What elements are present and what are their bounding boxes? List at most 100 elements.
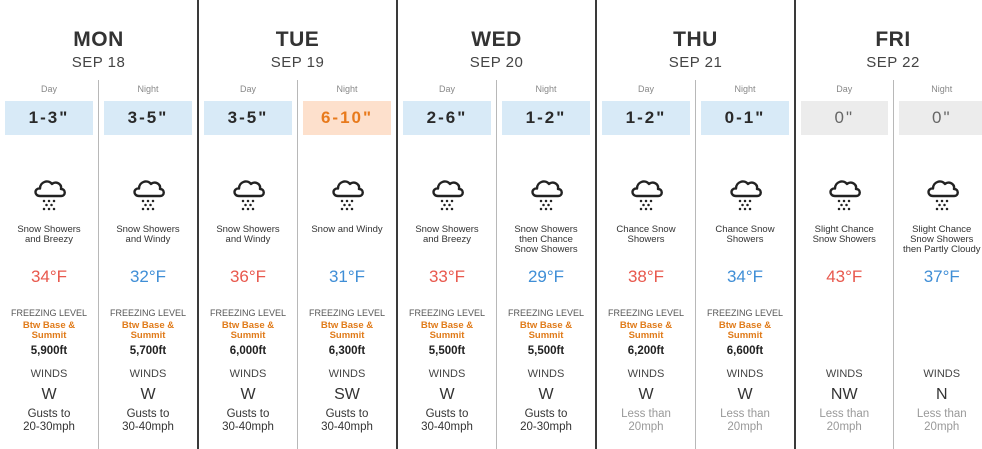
wind-direction: W xyxy=(737,386,753,403)
snow-cloud-icon xyxy=(398,174,496,216)
wind-gusts: Gusts to 30-40mph xyxy=(398,408,496,434)
weather-description-line: and Breezy xyxy=(422,234,472,245)
period-label: Day xyxy=(836,84,853,94)
wind-gusts-line: 20mph xyxy=(727,421,763,433)
wind-gusts-line: 20mph xyxy=(826,421,862,433)
day-date: SEP 21 xyxy=(668,54,723,71)
wind-gusts: Less than 20mph xyxy=(696,408,794,434)
wind-gusts-line: Less than xyxy=(720,408,770,420)
weather-description-line: Chance Snow xyxy=(616,224,676,235)
period-label: Night xyxy=(137,84,159,94)
weather-description-line: Snow Showers xyxy=(910,234,974,245)
day-name: FRI xyxy=(875,28,911,51)
weather-description-line: then Chance xyxy=(519,234,573,245)
wind-gusts: Gusts to 20-30mph xyxy=(0,408,98,434)
freezing-level-height: 5,500ft xyxy=(527,345,565,357)
wind-gusts: Gusts to 30-40mph xyxy=(199,408,297,434)
period-label: Day xyxy=(40,84,57,94)
freezing-level-value-line: Summit xyxy=(429,330,465,341)
wind-gusts: Gusts to 30-40mph xyxy=(99,408,197,434)
weather-description-line: Snow Showers xyxy=(415,224,479,235)
snow-cloud-icon xyxy=(696,174,794,216)
weather-description: Snow and Windy xyxy=(298,225,396,235)
freezing-level-value-line: Btw Base & xyxy=(22,320,76,331)
snow-cloud-icon xyxy=(0,174,98,216)
wind-gusts-line: Less than xyxy=(916,408,967,420)
day-name: MON xyxy=(73,28,124,51)
weather-description-line: Snow Showers xyxy=(514,244,578,255)
wind-gusts: Less than 20mph xyxy=(597,408,695,434)
freezing-level-value: Btw Base & Summit xyxy=(597,321,695,341)
weather-description-line: Showers xyxy=(627,234,665,245)
snowfall-amount: 3-5" xyxy=(204,101,292,135)
wind-gusts-line: 20-30mph xyxy=(520,421,572,433)
wind-gusts-line: Gusts to xyxy=(226,408,270,420)
wind-direction: W xyxy=(240,386,256,403)
day-column: TUE SEP 19 Day 3-5" Snow Showers and Windy 36°… xyxy=(197,0,396,449)
winds-label: WINDS xyxy=(428,368,466,380)
wind-direction: W xyxy=(140,386,156,403)
winds-label: WINDS xyxy=(726,368,764,380)
period-columns: Day 1-3" Snow Showers and Breezy 34°F FREEZIN… xyxy=(0,80,197,449)
freezing-level-value-line: Btw Base & xyxy=(718,320,772,331)
temperature: 32°F xyxy=(129,267,167,286)
freezing-level-height: 5,700ft xyxy=(129,345,167,357)
freezing-level-label: FREEZING LEVEL xyxy=(308,308,386,318)
freezing-level-value: Btw Base & Summit xyxy=(0,321,98,341)
freezing-level-label: FREEZING LEVEL xyxy=(408,308,486,318)
snow-cloud-icon xyxy=(597,174,695,216)
temperature: 34°F xyxy=(30,267,68,286)
day-column: FRI SEP 22 Day 0" Slight Chance Snow Showers 4… xyxy=(794,0,982,449)
wind-gusts-line: 30-40mph xyxy=(421,421,473,433)
temperature: 29°F xyxy=(527,267,565,286)
winds-label: WINDS xyxy=(129,368,167,380)
wind-gusts-line: Less than xyxy=(621,408,671,420)
weather-description: Snow Showers and Breezy xyxy=(0,225,98,245)
night-period: Night 0" Slight Chance Snow Showers then Par… xyxy=(892,80,982,449)
wind-gusts: Less than 20mph xyxy=(894,408,982,434)
night-period: Night 3-5" Snow Showers and Windy 32°F FREEZI… xyxy=(98,80,197,449)
snowfall-amount: 6-10" xyxy=(303,101,391,135)
period-label: Night xyxy=(734,84,756,94)
period-columns: Day 0" Slight Chance Snow Showers 43°F WINDS N… xyxy=(796,80,982,449)
freezing-level-value-line: Summit xyxy=(130,330,166,341)
weather-description-line: Snow Showers xyxy=(116,224,180,235)
snowfall-amount: 0" xyxy=(801,101,888,135)
day-date: SEP 18 xyxy=(71,54,126,71)
freezing-level-value: Btw Base & Summit xyxy=(398,321,496,341)
freezing-level-value-line: Summit xyxy=(727,330,763,341)
freezing-level-value: Btw Base & Summit xyxy=(497,321,595,341)
weather-description-line: and Breezy xyxy=(24,234,74,245)
period-label: Day xyxy=(239,84,256,94)
freezing-level-value: Btw Base & Summit xyxy=(199,321,297,341)
freezing-level-value-line: Summit xyxy=(31,330,67,341)
day-name: TUE xyxy=(275,28,320,51)
wind-gusts-line: 20mph xyxy=(628,421,664,433)
period-columns: Day 2-6" Snow Showers and Breezy 33°F FREEZIN… xyxy=(398,80,595,449)
freezing-level-value-line: Summit xyxy=(528,330,564,341)
wind-gusts: Gusts to 30-40mph xyxy=(298,408,396,434)
day-date: SEP 22 xyxy=(866,54,920,71)
freezing-level-value-line: Btw Base & xyxy=(221,320,275,331)
weather-description: Chance Snow Showers xyxy=(696,225,794,245)
freezing-level-value-line: Btw Base & xyxy=(619,320,673,331)
wind-gusts-line: Gusts to xyxy=(325,408,369,420)
period-columns: Day 3-5" Snow Showers and Windy 36°F FREEZING… xyxy=(199,80,396,449)
period-label: Night xyxy=(336,84,358,94)
snowfall-amount: 1-2" xyxy=(502,101,590,135)
wind-gusts: Gusts to 20-30mph xyxy=(497,408,595,434)
snowfall-amount: 3-5" xyxy=(104,101,192,135)
weather-description-line: Snow and Windy xyxy=(311,224,383,235)
winds-label: WINDS xyxy=(527,368,565,380)
freezing-level-height: 6,000ft xyxy=(229,345,267,357)
freezing-level-height: 5,900ft xyxy=(30,345,68,357)
day-column: THU SEP 21 Day 1-2" Chance Snow Showers 38°F FR… xyxy=(595,0,794,449)
snow-cloud-icon xyxy=(298,174,396,216)
day-name: THU xyxy=(673,28,718,51)
weather-description-line: Slight Chance xyxy=(814,224,874,235)
freezing-level-height: 6,200ft xyxy=(627,345,665,357)
wind-gusts-line: Less than xyxy=(819,408,870,420)
winds-label: WINDS xyxy=(923,368,961,380)
wind-direction: SW xyxy=(334,386,360,403)
period-label: Day xyxy=(438,84,455,94)
